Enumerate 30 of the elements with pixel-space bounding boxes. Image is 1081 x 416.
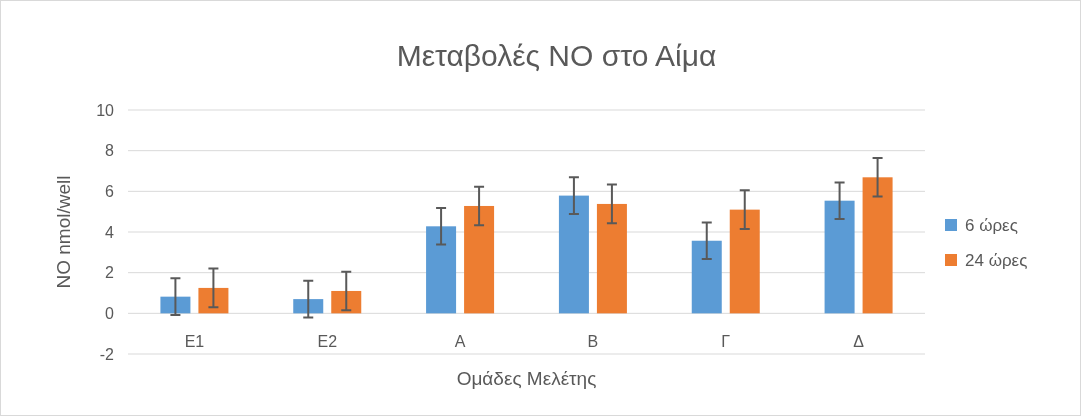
y-tick-label: 2	[105, 264, 115, 282]
y-tick-label: 8	[105, 142, 115, 160]
bar	[464, 205, 495, 314]
bar	[293, 299, 324, 314]
bar	[426, 226, 457, 314]
bar	[596, 203, 627, 314]
bar	[198, 287, 229, 314]
y-tick-label: -2	[99, 345, 115, 363]
y-tick-label: 6	[105, 182, 115, 200]
chart-title: Μεταβολές NO στο Αίμα	[396, 39, 717, 72]
bar	[331, 290, 362, 314]
y-tick-label: 4	[105, 223, 115, 241]
bar	[691, 240, 722, 314]
x-tick-label: Γ	[721, 332, 731, 350]
bar	[558, 195, 589, 314]
x-tick-label: E2	[317, 332, 338, 350]
x-axis-title: Ομάδες Μελέτης	[456, 368, 597, 389]
x-tick-label: B	[587, 332, 599, 350]
legend-label: 24 ώρες	[965, 251, 1028, 270]
y-tick-label: 10	[96, 101, 115, 119]
bar	[729, 209, 760, 314]
x-tick-label: E1	[184, 332, 205, 350]
x-tick-label: Δ	[853, 332, 865, 350]
bar	[160, 296, 191, 314]
bar	[824, 200, 855, 314]
y-tick-label: 0	[105, 304, 115, 322]
legend-label: 6 ώρες	[965, 216, 1018, 235]
bar	[862, 177, 893, 314]
y-axis-title: NO nmol/well	[53, 175, 74, 289]
x-tick-label: A	[454, 332, 466, 350]
